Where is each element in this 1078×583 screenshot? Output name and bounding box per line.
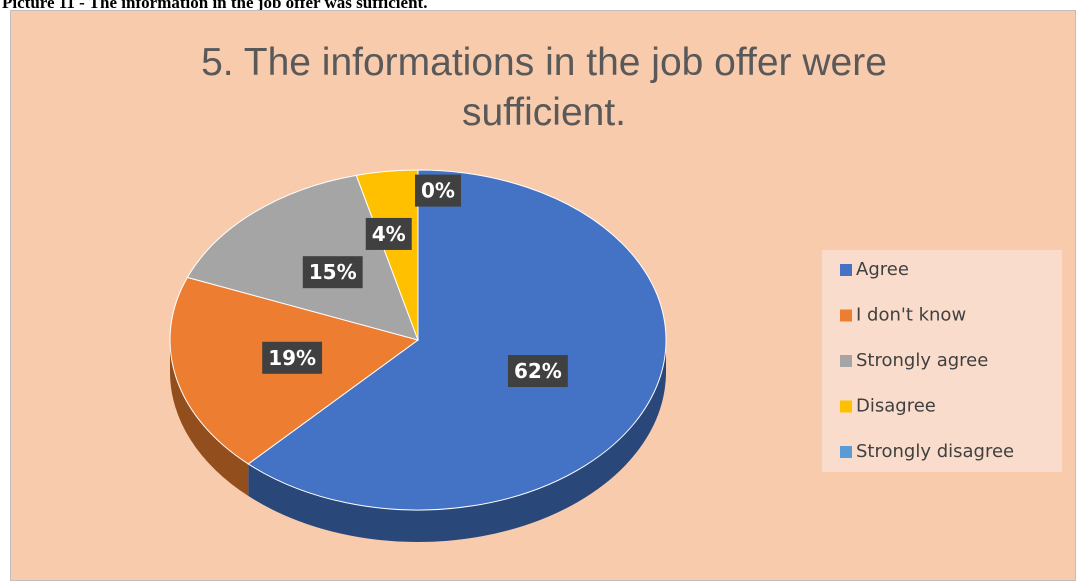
legend-swatch — [840, 400, 852, 413]
legend-label: Disagree — [856, 396, 936, 417]
data-label: 0% — [421, 179, 455, 203]
legend-label: Strongly disagree — [856, 441, 1014, 462]
legend-label: Agree — [856, 259, 909, 280]
data-label-box — [415, 174, 461, 207]
legend-swatch — [840, 264, 852, 276]
data-label-box — [302, 256, 363, 289]
data-label: 62% — [514, 359, 562, 383]
legend-box — [822, 250, 1062, 472]
data-label-box — [507, 355, 568, 388]
legend-swatch — [840, 309, 852, 322]
data-label: 15% — [309, 260, 357, 284]
data-label: 19% — [268, 346, 316, 370]
pie-slice — [247, 169, 667, 511]
pie-side — [248, 340, 667, 542]
legend-label: I don't know — [856, 305, 966, 326]
data-label-box — [262, 341, 323, 374]
pie-slice — [355, 169, 419, 341]
legend-swatch — [840, 355, 852, 367]
data-label-box — [365, 217, 412, 250]
legend-label: Strongly agree — [856, 350, 988, 371]
data-label: 4% — [372, 222, 406, 246]
caption: Picture 11 - The information in the job … — [2, 0, 428, 12]
chart-title: 5. The informations in the job offer wer… — [201, 41, 887, 134]
legend-swatch — [840, 446, 852, 458]
pie-side — [170, 340, 249, 496]
pie-slice — [186, 174, 419, 341]
